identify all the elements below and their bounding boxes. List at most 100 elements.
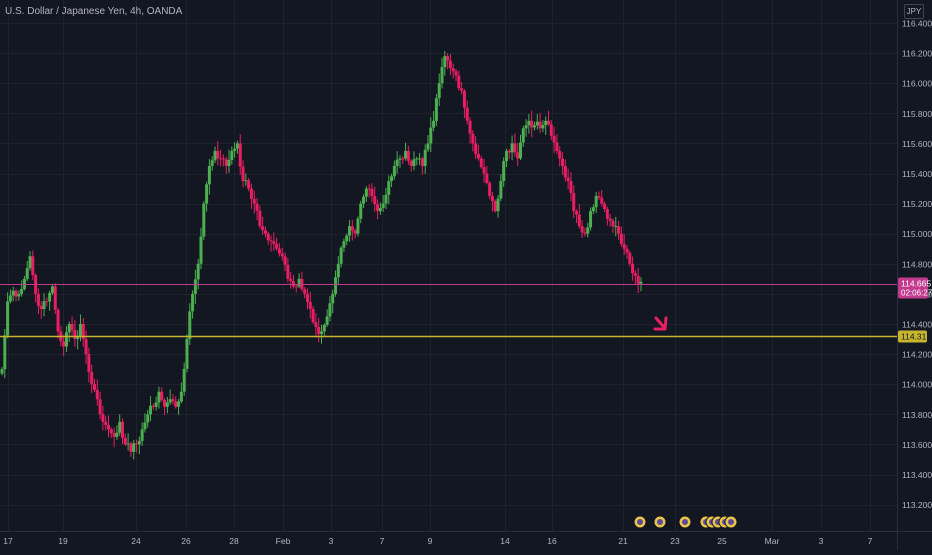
- arrow-head[interactable]: [653, 316, 668, 331]
- candle-body: [563, 165, 567, 178]
- candle-body: [429, 127, 433, 144]
- candle-body: [112, 433, 116, 437]
- candle-body: [95, 389, 99, 400]
- candle-body: [622, 244, 626, 249]
- candle-body: [415, 158, 419, 160]
- candle-body: [547, 120, 551, 125]
- candle-body: [291, 281, 295, 287]
- event-flag-icon: [637, 519, 643, 525]
- candle-body: [600, 197, 604, 204]
- candle-body: [605, 209, 609, 219]
- price-tick-label: 115.200: [902, 199, 932, 209]
- candle-body: [488, 182, 492, 197]
- candle-body: [31, 256, 35, 276]
- candle-body: [345, 235, 349, 242]
- candle-body: [328, 303, 332, 317]
- candle-body: [269, 240, 273, 242]
- candle-body: [235, 143, 239, 149]
- candle-body: [353, 230, 357, 234]
- candle-body: [381, 203, 385, 209]
- candle-body: [619, 233, 623, 245]
- candle-body: [448, 60, 452, 69]
- candle-body: [423, 149, 427, 166]
- candle-body: [238, 143, 242, 167]
- candle-body: [443, 56, 447, 68]
- candle-body: [28, 256, 32, 269]
- time-tick-label: 19: [58, 536, 68, 546]
- candle-body: [412, 159, 416, 166]
- candle-body: [350, 226, 354, 231]
- candle-body: [322, 324, 326, 332]
- candle-body: [56, 309, 60, 332]
- price-tick-label: 113.800: [902, 410, 932, 420]
- candle-body: [575, 211, 579, 215]
- candle-body: [524, 125, 528, 129]
- candle-body: [404, 150, 408, 159]
- candle-body: [25, 268, 29, 279]
- currency-button[interactable]: JPY: [904, 4, 924, 19]
- candle-body: [631, 263, 635, 274]
- candle-body: [213, 150, 217, 161]
- candle-body: [373, 196, 377, 205]
- candle-body: [171, 399, 175, 402]
- candle-body: [474, 143, 478, 154]
- candle-body: [283, 256, 287, 265]
- candle-body: [479, 158, 483, 168]
- candle-body: [76, 335, 80, 340]
- candle-body: [305, 293, 309, 302]
- candle-body: [266, 233, 270, 241]
- price-tick-label: 114.800: [902, 259, 932, 269]
- time-tick-label: 17: [3, 536, 13, 546]
- candle-body: [426, 143, 430, 150]
- candle-body: [286, 264, 290, 279]
- candle-body: [230, 150, 234, 161]
- support-label-bg: [898, 330, 927, 343]
- candle-body: [36, 293, 40, 306]
- candle-body: [199, 236, 203, 264]
- candle-body: [64, 332, 68, 347]
- candle-body: [530, 120, 534, 128]
- candle-body: [476, 153, 480, 159]
- candle-body: [42, 301, 46, 309]
- candle-body: [597, 196, 601, 198]
- candle-body: [115, 432, 119, 437]
- candle-body: [129, 443, 133, 452]
- candle-body: [558, 150, 562, 159]
- candle-body: [109, 429, 113, 434]
- candle-body: [580, 226, 584, 233]
- candle-body: [247, 180, 251, 189]
- candle-body: [555, 142, 559, 151]
- candle-body: [566, 177, 570, 182]
- candle-body: [457, 75, 461, 89]
- candle-body: [434, 98, 438, 121]
- time-tick-label: 3: [329, 536, 334, 546]
- candle-body: [446, 56, 450, 61]
- price-tick-label: 113.400: [902, 470, 932, 480]
- candle-body: [297, 278, 301, 287]
- time-tick-label: 25: [717, 536, 727, 546]
- candle-body: [224, 159, 228, 166]
- candle-body: [569, 181, 573, 193]
- candle-body: [325, 316, 329, 325]
- time-tick-label: 3: [819, 536, 824, 546]
- candle-body: [202, 203, 206, 237]
- candle-body: [101, 414, 105, 422]
- candle-body: [308, 301, 312, 309]
- candle-body: [53, 286, 57, 310]
- candle-body: [121, 421, 125, 438]
- candle-body: [14, 290, 18, 297]
- time-tick-label: 14: [500, 536, 510, 546]
- candle-body: [390, 176, 394, 182]
- candle-body: [617, 226, 621, 234]
- price-tick-label: 114.400: [902, 320, 932, 330]
- candle-body: [137, 440, 141, 445]
- candle-body: [261, 226, 265, 231]
- candle-body: [518, 142, 522, 159]
- candle-body: [263, 230, 267, 234]
- candle-body: [146, 414, 150, 423]
- arrow-shaft[interactable]: [654, 316, 665, 328]
- event-flag-icon: [657, 519, 663, 525]
